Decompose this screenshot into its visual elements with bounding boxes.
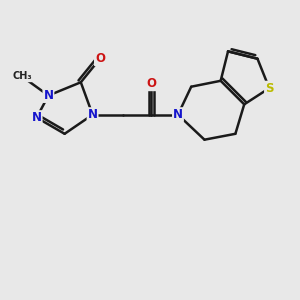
Text: S: S (265, 82, 274, 95)
Text: N: N (44, 89, 53, 102)
Text: O: O (146, 77, 157, 90)
Text: N: N (32, 111, 42, 124)
Text: CH₃: CH₃ (12, 71, 32, 81)
Text: N: N (88, 108, 98, 121)
Text: N: N (173, 108, 183, 121)
Text: O: O (95, 52, 105, 65)
